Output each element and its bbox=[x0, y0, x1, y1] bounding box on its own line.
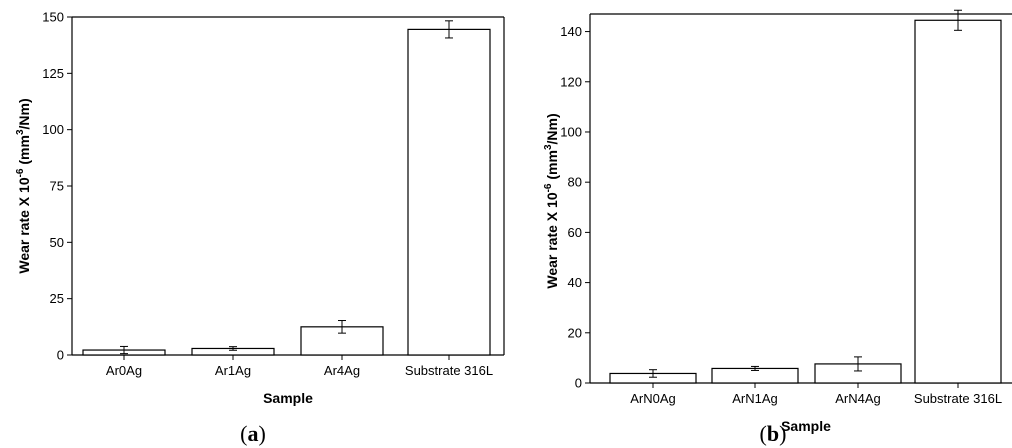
x-tick-label: Ar1Ag bbox=[215, 363, 251, 378]
y-axis-title: Wear rate X 10-6 (mm3/Nm) bbox=[15, 98, 32, 273]
y-axis-title-exponent: -6 bbox=[543, 183, 554, 192]
x-axis-title: Sample bbox=[263, 390, 313, 406]
y-axis-title-unit-end: /Nm) bbox=[16, 98, 32, 129]
y-tick-label: 50 bbox=[50, 235, 64, 250]
y-axis-title-unit: (mm bbox=[544, 150, 560, 183]
y-tick-label: 125 bbox=[42, 66, 64, 81]
y-axis-title-text: Wear rate X 10 bbox=[16, 177, 32, 273]
y-axis-title-unit-exponent: 3 bbox=[15, 129, 26, 135]
x-tick-label: ArN4Ag bbox=[835, 391, 881, 406]
x-tick-label: ArN0Ag bbox=[630, 391, 676, 406]
y-tick-label: 20 bbox=[568, 325, 582, 340]
y-tick-label: 25 bbox=[50, 291, 64, 306]
panel-label-letter: a bbox=[248, 421, 259, 446]
y-axis-title-unit-exponent: 3 bbox=[543, 144, 554, 150]
chart-panel-b: 0 20 40 60 80 100 120 140 ArN0Ag ArN1Ag ArN4Ag Subs… bbox=[543, 9, 1012, 446]
y-tick-label: 100 bbox=[560, 124, 582, 139]
x-tick-label: Substrate 316L bbox=[405, 363, 493, 378]
panel-label-open: ( bbox=[760, 421, 767, 446]
y-tick-label: 60 bbox=[568, 225, 582, 240]
y-tick-label: 100 bbox=[42, 122, 64, 137]
y-axis-title-text: Wear rate X 10 bbox=[544, 192, 560, 288]
y-tick-label: 40 bbox=[568, 275, 582, 290]
panel-label-close: ) bbox=[779, 421, 786, 446]
panel-label: (b) bbox=[760, 421, 787, 446]
y-tick-label: 150 bbox=[42, 10, 64, 25]
y-tick-label: 140 bbox=[560, 24, 582, 39]
x-tick-label: Substrate 316L bbox=[914, 391, 1002, 406]
y-tick-label: 0 bbox=[575, 376, 582, 391]
panel-label-letter: b bbox=[767, 421, 779, 446]
y-axis-title-unit-end: /Nm) bbox=[544, 113, 560, 144]
y-tick-label: 0 bbox=[57, 348, 64, 363]
y-axis-title: Wear rate X 10-6 (mm3/Nm) bbox=[543, 113, 560, 288]
chart-panel-a: 0 25 50 75 100 125 150 Ar0Ag Ar1Ag Ar4Ag Substrate… bbox=[15, 10, 505, 446]
panel-label-close: ) bbox=[259, 421, 266, 446]
y-tick-label: 75 bbox=[50, 179, 64, 194]
x-tick-label: Ar0Ag bbox=[106, 363, 142, 378]
y-axis-title-exponent: -6 bbox=[15, 168, 26, 177]
x-tick-label: ArN1Ag bbox=[732, 391, 778, 406]
bar bbox=[407, 28, 491, 356]
bar bbox=[914, 19, 1002, 384]
panel-label: (a) bbox=[240, 421, 266, 446]
y-axis-title-unit: (mm bbox=[16, 135, 32, 168]
x-axis-title: Sample bbox=[781, 418, 831, 434]
y-tick-label: 80 bbox=[568, 175, 582, 190]
panel-label-open: ( bbox=[240, 421, 247, 446]
y-tick-label: 120 bbox=[560, 74, 582, 89]
x-tick-label: Ar4Ag bbox=[324, 363, 360, 378]
